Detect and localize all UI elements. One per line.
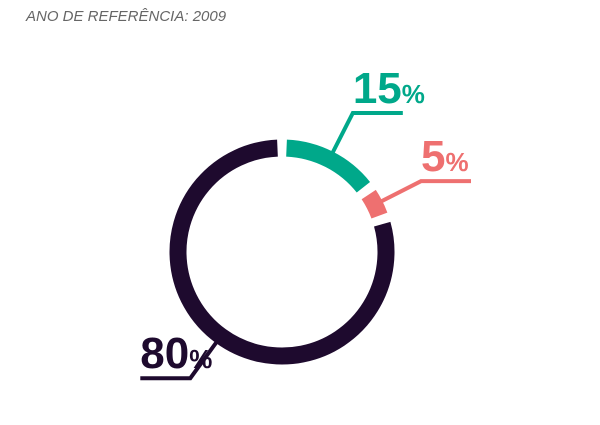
value-label: 80% — [140, 329, 212, 378]
leader-line — [140, 339, 219, 381]
donut-segment — [285, 139, 371, 193]
value-label: 15% — [353, 64, 425, 113]
value-number: 80 — [140, 329, 189, 378]
value-number: 15 — [353, 64, 402, 113]
leader-line — [330, 111, 403, 155]
value-number: 5 — [421, 132, 445, 181]
value-unit: % — [189, 344, 212, 374]
donut-segment — [169, 139, 395, 365]
chart-title: ANO DE REFERÊNCIA: 2009 — [25, 8, 227, 25]
leader-line — [379, 179, 471, 204]
donut-segment — [361, 189, 388, 219]
value-label: 5% — [421, 132, 469, 181]
value-unit: % — [445, 147, 468, 177]
value-unit: % — [402, 79, 425, 109]
